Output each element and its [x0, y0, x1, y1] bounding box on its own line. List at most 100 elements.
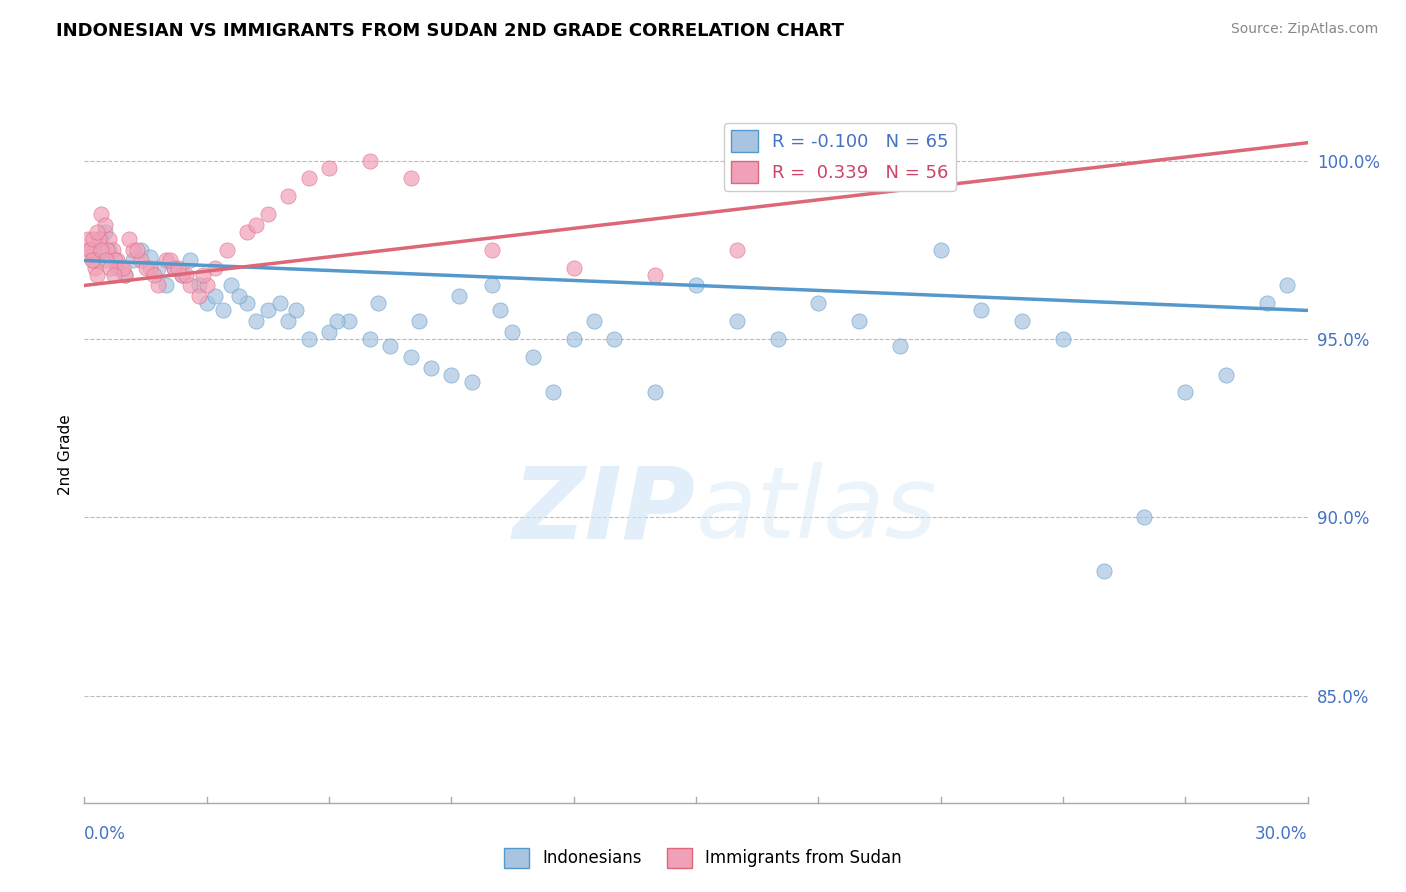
- Point: [96, 243, 118, 257]
- Point: [86, 225, 108, 239]
- Point: [766, 332, 789, 346]
- Point: [155, 253, 177, 268]
- Point: [104, 253, 127, 268]
- Point: [318, 325, 340, 339]
- Point: [82, 232, 104, 246]
- Point: [367, 296, 389, 310]
- Point: [90, 207, 112, 221]
- Point: [644, 385, 666, 400]
- Point: [159, 253, 181, 268]
- Point: [644, 268, 666, 282]
- Point: [298, 171, 321, 186]
- Point: [725, 314, 748, 328]
- Point: [172, 268, 194, 282]
- Point: [174, 268, 197, 282]
- Point: [90, 243, 112, 257]
- Point: [79, 243, 101, 257]
- Point: [440, 368, 463, 382]
- Point: [277, 189, 299, 203]
- Point: [135, 260, 157, 275]
- Point: [399, 171, 422, 186]
- Point: [167, 260, 190, 275]
- Point: [1256, 296, 1278, 310]
- Point: [399, 350, 422, 364]
- Point: [359, 332, 381, 346]
- Point: [582, 314, 605, 328]
- Point: [195, 278, 218, 293]
- Point: [380, 339, 402, 353]
- Point: [110, 260, 132, 275]
- Text: Source: ZipAtlas.com: Source: ZipAtlas.com: [1230, 22, 1378, 37]
- Point: [142, 268, 165, 282]
- Text: ZIP: ZIP: [513, 462, 696, 559]
- Point: [359, 153, 381, 168]
- Point: [187, 289, 209, 303]
- Point: [105, 253, 128, 268]
- Point: [298, 332, 321, 346]
- Point: [86, 253, 108, 268]
- Point: [114, 268, 136, 282]
- Y-axis label: 2nd Grade: 2nd Grade: [58, 415, 73, 495]
- Point: [217, 243, 239, 257]
- Point: [114, 268, 136, 282]
- Legend: R = -0.100   N = 65, R =  0.339   N = 56: R = -0.100 N = 65, R = 0.339 N = 56: [724, 123, 956, 191]
- Point: [257, 303, 280, 318]
- Point: [277, 314, 299, 328]
- Point: [103, 268, 125, 282]
- Point: [131, 253, 153, 268]
- Point: [228, 289, 250, 303]
- Point: [269, 296, 291, 310]
- Point: [970, 303, 993, 318]
- Point: [112, 260, 135, 275]
- Point: [155, 278, 177, 293]
- Point: [449, 289, 471, 303]
- Point: [80, 253, 103, 268]
- Point: [195, 296, 218, 310]
- Point: [685, 278, 707, 293]
- Point: [522, 350, 544, 364]
- Point: [236, 225, 259, 239]
- Point: [97, 243, 120, 257]
- Point: [87, 232, 110, 246]
- Point: [163, 260, 186, 275]
- Point: [603, 332, 626, 346]
- Point: [1174, 385, 1197, 400]
- Point: [481, 243, 503, 257]
- Point: [191, 268, 214, 282]
- Point: [408, 314, 430, 328]
- Point: [1092, 564, 1115, 578]
- Point: [1277, 278, 1299, 293]
- Point: [807, 296, 830, 310]
- Point: [204, 260, 226, 275]
- Point: [93, 225, 115, 239]
- Point: [1052, 332, 1074, 346]
- Legend: Indonesians, Immigrants from Sudan: Indonesians, Immigrants from Sudan: [498, 841, 908, 875]
- Point: [179, 253, 201, 268]
- Point: [339, 314, 360, 328]
- Text: 0.0%: 0.0%: [84, 825, 127, 843]
- Point: [501, 325, 523, 339]
- Point: [1215, 368, 1237, 382]
- Point: [285, 303, 308, 318]
- Point: [93, 218, 115, 232]
- Point: [101, 243, 124, 257]
- Text: 30.0%: 30.0%: [1256, 825, 1308, 843]
- Point: [146, 260, 169, 275]
- Point: [97, 232, 120, 246]
- Point: [219, 278, 242, 293]
- Point: [562, 260, 585, 275]
- Point: [83, 260, 105, 275]
- Point: [98, 260, 121, 275]
- Point: [179, 278, 201, 293]
- Text: atlas: atlas: [696, 462, 938, 559]
- Point: [82, 243, 104, 257]
- Point: [163, 260, 186, 275]
- Point: [187, 278, 209, 293]
- Text: INDONESIAN VS IMMIGRANTS FROM SUDAN 2ND GRADE CORRELATION CHART: INDONESIAN VS IMMIGRANTS FROM SUDAN 2ND …: [56, 22, 844, 40]
- Point: [138, 260, 160, 275]
- Point: [105, 260, 128, 275]
- Point: [889, 339, 911, 353]
- Point: [245, 314, 267, 328]
- Point: [318, 161, 340, 175]
- Point: [212, 303, 235, 318]
